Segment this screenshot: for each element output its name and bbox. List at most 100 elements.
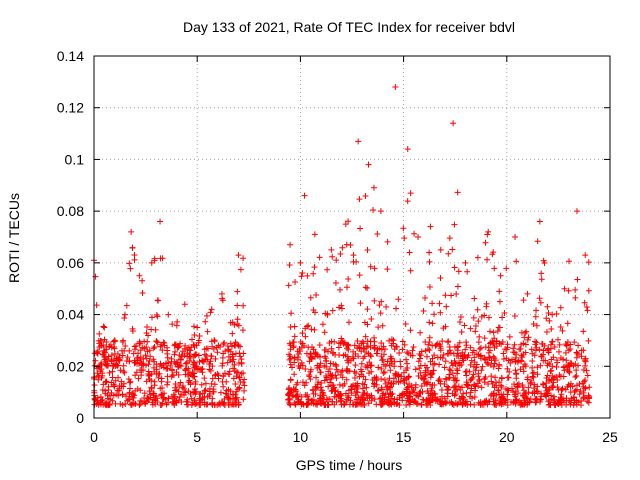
- data-point: [546, 317, 553, 324]
- data-point: [203, 312, 210, 319]
- data-point: [374, 346, 381, 353]
- data-point: [296, 345, 303, 352]
- data-point: [185, 379, 192, 386]
- data-point: [512, 388, 519, 395]
- data-point: [471, 354, 478, 361]
- data-point: [450, 350, 457, 357]
- data-point: [564, 320, 571, 327]
- data-point: [516, 346, 523, 353]
- data-point: [164, 381, 171, 388]
- data-point: [220, 373, 227, 380]
- data-point: [199, 390, 206, 397]
- data-point: [480, 401, 487, 408]
- data-point: [502, 346, 509, 353]
- data-point: [467, 401, 474, 408]
- data-point: [543, 315, 550, 322]
- data-point: [164, 354, 171, 361]
- data-point: [182, 389, 189, 396]
- data-point: [486, 355, 493, 362]
- data-point: [176, 343, 183, 350]
- data-point: [478, 384, 485, 391]
- data-point: [511, 349, 518, 356]
- data-point: [302, 366, 309, 373]
- data-point: [319, 321, 326, 328]
- data-point: [207, 358, 214, 365]
- data-point: [475, 373, 482, 380]
- data-point: [442, 358, 449, 365]
- grid-lines: [94, 56, 610, 418]
- data-point: [471, 381, 478, 388]
- data-point: [520, 393, 527, 400]
- data-point: [533, 388, 540, 395]
- data-point: [499, 314, 506, 321]
- data-point: [534, 238, 541, 245]
- data-point: [445, 250, 452, 257]
- data-point: [420, 375, 427, 382]
- data-point: [287, 324, 294, 331]
- data-point: [401, 375, 408, 382]
- data-point: [291, 333, 298, 340]
- data-point: [424, 364, 430, 371]
- data-point: [357, 366, 364, 373]
- data-point: [485, 349, 492, 356]
- data-point: [116, 356, 123, 363]
- data-points: [91, 84, 593, 409]
- data-point: [494, 328, 501, 335]
- data-point: [415, 393, 422, 400]
- data-point: [415, 373, 422, 380]
- data-point: [459, 395, 466, 402]
- data-point: [465, 382, 472, 389]
- data-point: [557, 323, 564, 330]
- data-point: [463, 368, 470, 375]
- data-point: [454, 347, 461, 354]
- data-point: [288, 310, 295, 317]
- data-point: [367, 352, 374, 359]
- data-point: [341, 380, 348, 387]
- x-tick-label: 20: [499, 429, 515, 445]
- data-point: [577, 388, 584, 395]
- data-point: [286, 384, 293, 391]
- data-point: [188, 395, 195, 402]
- data-point: [360, 345, 367, 352]
- data-point: [417, 369, 424, 376]
- data-point: [410, 343, 417, 350]
- data-point: [473, 361, 480, 368]
- data-point: [235, 360, 242, 367]
- data-point: [427, 392, 434, 399]
- data-point: [406, 389, 413, 396]
- data-point: [381, 376, 388, 383]
- data-point: [335, 344, 342, 351]
- data-point: [113, 391, 120, 398]
- data-point: [476, 377, 483, 384]
- data-point: [329, 307, 336, 314]
- data-point: [352, 361, 359, 368]
- data-point: [520, 351, 527, 358]
- data-point: [387, 390, 394, 397]
- data-point: [379, 357, 386, 364]
- data-point: [148, 326, 155, 333]
- data-point: [429, 320, 436, 327]
- data-point: [153, 361, 160, 368]
- x-tick-label: 25: [602, 429, 618, 445]
- data-point: [563, 363, 570, 370]
- data-point: [92, 273, 99, 280]
- data-point: [145, 332, 152, 339]
- data-point: [291, 354, 298, 361]
- data-point: [358, 348, 365, 355]
- data-point: [467, 389, 474, 396]
- data-point: [363, 349, 370, 356]
- data-point: [451, 392, 458, 399]
- data-point: [395, 379, 402, 386]
- data-point: [573, 397, 580, 404]
- data-point: [399, 346, 406, 353]
- data-point: [384, 266, 391, 273]
- data-point: [471, 295, 478, 302]
- data-point: [538, 270, 545, 277]
- data-point: [351, 368, 358, 375]
- data-point: [513, 351, 520, 358]
- data-point: [468, 357, 475, 364]
- data-point: [493, 392, 500, 399]
- data-point: [492, 357, 499, 364]
- data-point: [567, 341, 574, 348]
- data-point: [137, 387, 144, 394]
